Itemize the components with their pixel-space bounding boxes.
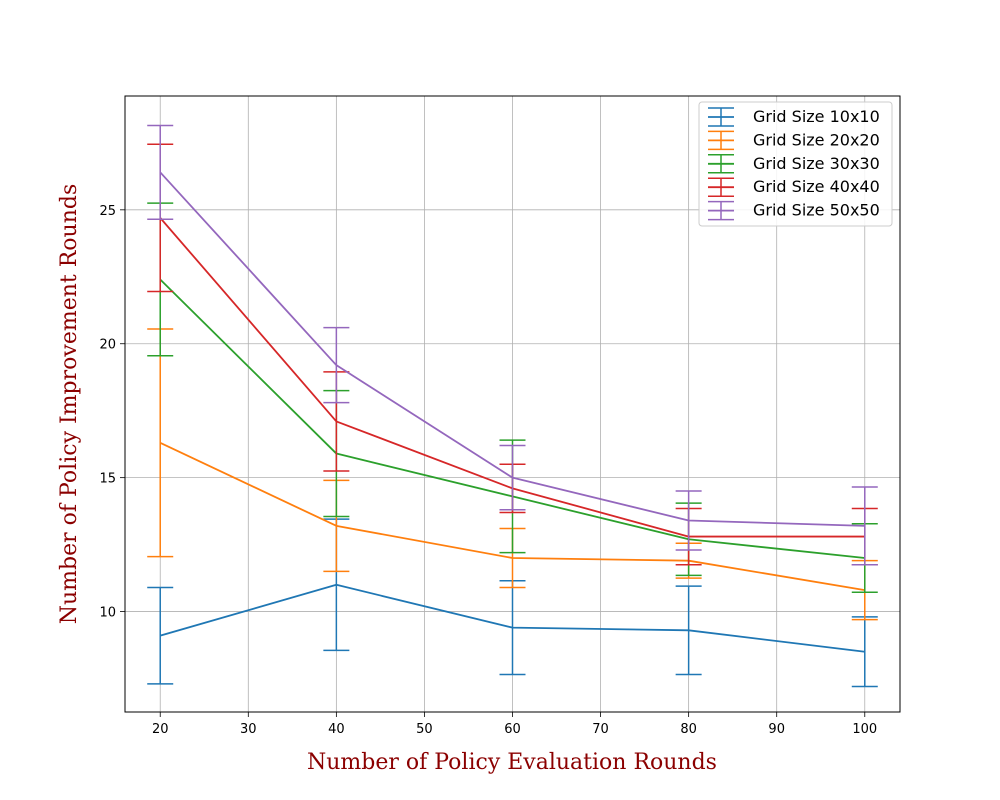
x-tick-label: 50 (416, 722, 433, 737)
series-line (159, 442, 865, 592)
legend-label: Grid Size 50x50 (753, 201, 880, 220)
axis-ticks: 20 30 40 50 60 70 80 90 100 10 15 20 25 (99, 204, 877, 737)
series-line (159, 171, 865, 527)
x-tick-label: 60 (504, 722, 521, 737)
legend-box (698, 101, 893, 227)
x-tick-label: 30 (240, 722, 257, 737)
y-tick-label: 10 (99, 606, 116, 621)
x-tick-label: 40 (328, 722, 345, 737)
legend: Grid Size 10x10 Grid Size 20x20 Grid Size … (698, 101, 893, 227)
y-tick-label: 15 (99, 472, 116, 487)
legend-label: Grid Size 10x10 (753, 107, 880, 126)
x-tick-label: 90 (768, 722, 785, 737)
x-tick-label: 20 (152, 722, 169, 737)
plot-series (147, 124, 878, 688)
y-axis-title: Number of Policy Improvement Rounds (57, 184, 82, 625)
legend-label: Grid Size 20x20 (753, 130, 880, 149)
legend-label: Grid Size 40x40 (753, 177, 880, 196)
legend-label: Grid Size 30x30 (753, 154, 880, 173)
x-tick-label: 70 (592, 722, 609, 737)
y-tick-label: 25 (99, 204, 116, 219)
series-5 (147, 124, 878, 566)
series-line (159, 583, 865, 653)
y-tick-label: 20 (99, 338, 116, 353)
x-tick-label: 80 (680, 722, 697, 737)
x-tick-label: 100 (852, 722, 877, 737)
x-axis-title: Number of Policy Evaluation Rounds (307, 750, 717, 775)
